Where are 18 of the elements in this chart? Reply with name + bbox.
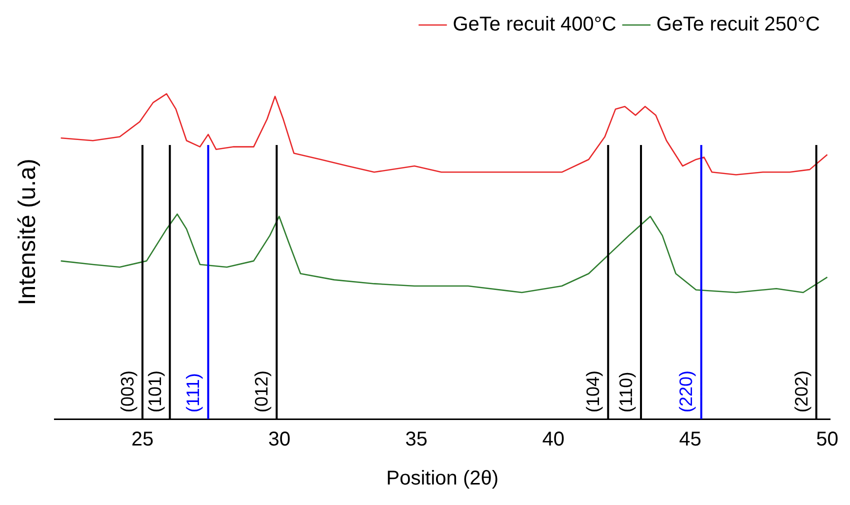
x-tick-label: 40 bbox=[542, 428, 564, 451]
annotation: (104) bbox=[583, 370, 604, 412]
x-tick-label: 30 bbox=[268, 428, 291, 451]
x-axis-title: Position (2θ) bbox=[386, 468, 499, 490]
legend-label: GeTe recuit 400°C bbox=[452, 14, 616, 36]
annotation: (220) bbox=[676, 370, 696, 412]
annotation: (202) bbox=[791, 370, 812, 412]
x-tick-label: 35 bbox=[405, 428, 428, 451]
annotation: (003) bbox=[117, 370, 138, 412]
x-tick-label: 45 bbox=[679, 428, 702, 451]
x-tick-label: 50 bbox=[816, 428, 838, 451]
annotation: (012) bbox=[252, 370, 272, 412]
annotation: (110) bbox=[616, 372, 636, 412]
y-axis-title: Intensité (u.a) bbox=[14, 158, 42, 306]
x-tick-label: 25 bbox=[131, 428, 154, 451]
annotation: (101) bbox=[144, 370, 165, 412]
annotation: (111) bbox=[183, 373, 204, 412]
legend-label: GeTe recuit 250°C bbox=[656, 14, 820, 36]
